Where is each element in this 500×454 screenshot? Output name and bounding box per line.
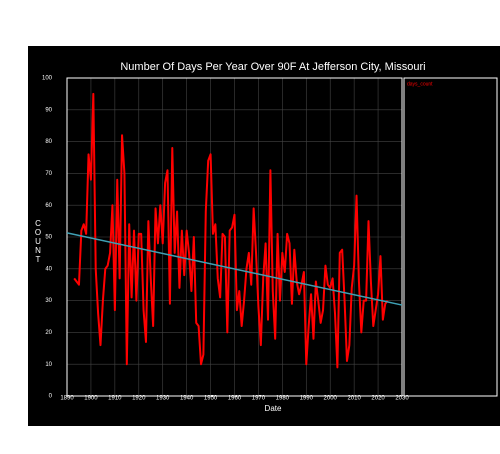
y-tick-label: 40 [45, 266, 52, 272]
y-tick-label: 60 [45, 203, 52, 209]
x-tick-label: 1990 [300, 396, 314, 402]
y-tick-label: 50 [45, 235, 52, 241]
x-tick-label: 1900 [84, 396, 98, 402]
legend-entry: days_count [407, 81, 433, 87]
x-tick-label: 1960 [228, 396, 242, 402]
x-tick-label: 1930 [156, 396, 170, 402]
y-tick-label: 30 [45, 298, 52, 304]
y-tick-label: 10 [45, 362, 52, 368]
x-tick-label: 1970 [252, 396, 266, 402]
x-tick-label: 1950 [204, 396, 218, 402]
x-tick-label: 1980 [276, 396, 290, 402]
x-tick-label: 1910 [108, 396, 122, 402]
chart-title: Number Of Days Per Year Over 90F At Jeff… [120, 61, 425, 73]
plot-border [66, 77, 403, 397]
x-tick-label: 1890 [60, 396, 74, 402]
x-tick-label: 2030 [395, 396, 409, 402]
y-tick-label: 100 [42, 76, 53, 82]
trend-line [66, 232, 403, 306]
x-tick-label: 2000 [324, 396, 338, 402]
x-tick-label: 2020 [371, 396, 385, 402]
panel [28, 46, 500, 426]
legend-box [403, 77, 498, 397]
y-tick-label: 70 [45, 171, 52, 177]
x-tick-label: 1920 [132, 396, 146, 402]
y-tick-label: 80 [45, 139, 52, 145]
x-tick-label: 1940 [180, 396, 194, 402]
y-tick-label: 90 [45, 107, 52, 113]
y-tick-label: 20 [45, 330, 52, 336]
x-axis-label: Date [265, 404, 282, 413]
y-tick-label: 0 [49, 394, 53, 400]
x-tick-label: 2010 [347, 396, 361, 402]
data-line [73, 92, 389, 369]
